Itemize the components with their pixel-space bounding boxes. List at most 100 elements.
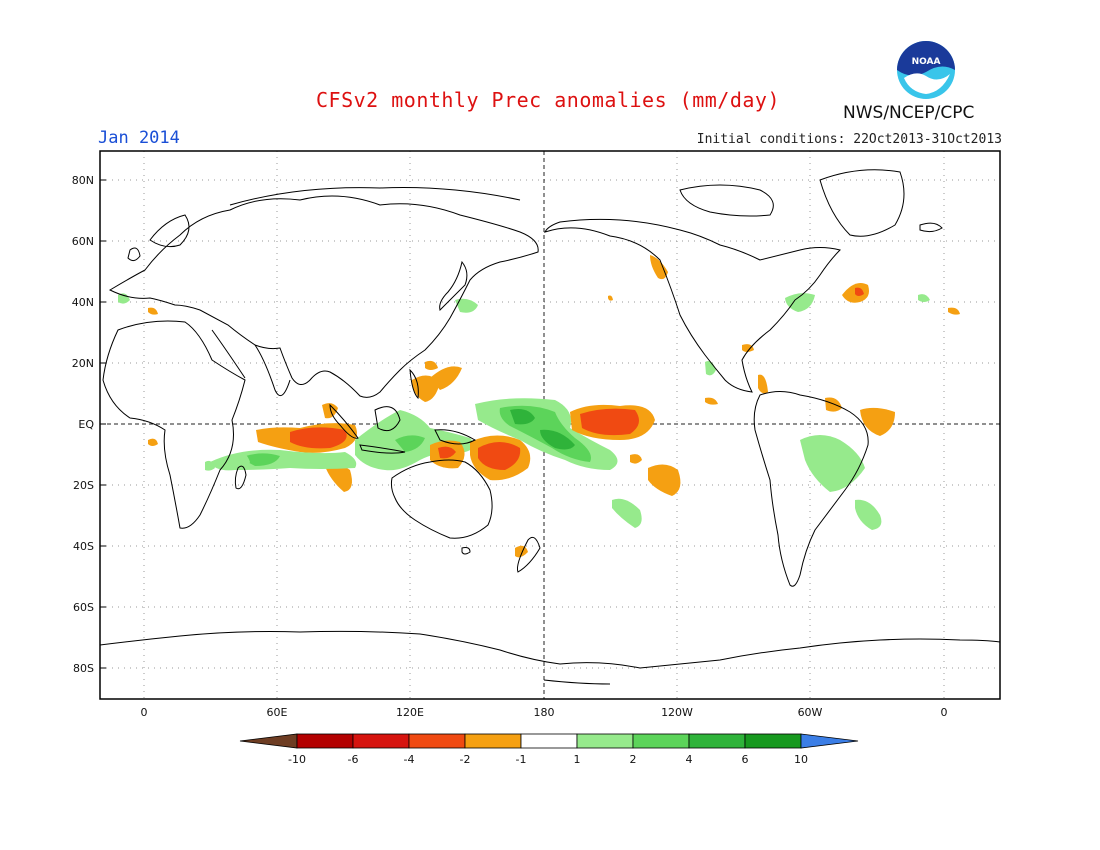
coast-antarctica-extension (543, 679, 611, 685)
anomaly-wet-south-pacific-streak (612, 498, 642, 528)
anomaly-dry-north-atlantic-core (855, 287, 864, 296)
anomaly-wet-central-pacific-core2 (540, 429, 575, 450)
anomaly-dry-tasman (515, 545, 528, 558)
anomaly-dry-atl-dot (705, 397, 718, 405)
noaa-logo-icon: NOAA (897, 41, 955, 99)
anomaly-dry-us-west-coast (650, 255, 668, 280)
coast-uk (127, 247, 141, 262)
colorbar-swatch (744, 733, 802, 749)
colorbar-label: 1 (574, 753, 581, 766)
anomaly-wet-south-indian-core (240, 453, 280, 466)
coast-africa (102, 320, 246, 529)
coast-scandinavia (149, 214, 190, 248)
colorbar-swatch (576, 733, 634, 749)
coast-new-guinea (434, 429, 477, 445)
logo-text: NOAA (912, 57, 941, 67)
lat-label: 60N (72, 235, 94, 248)
anomaly-dry-spcz-east-small (630, 454, 642, 464)
colorbar-swatch (520, 733, 578, 749)
grid-lines (100, 151, 1000, 699)
lat-label: 40S (73, 540, 94, 553)
anomaly-dry-iberia (148, 307, 158, 315)
anomaly-wet-east-us (785, 293, 815, 312)
anomaly-dry-iberia-east (948, 307, 960, 315)
anomaly-dry-coral-sea-core (478, 442, 521, 470)
map-title: CFSv2 monthly Prec anomalies (mm/day) (315, 88, 781, 112)
colorbar-swatch (296, 733, 354, 749)
anomaly-wet-maritime-core (395, 435, 425, 452)
colorbar-label: -2 (460, 753, 471, 766)
lat-label: 60S (73, 601, 94, 614)
coast-australia (390, 459, 493, 539)
anomaly-dry-tropical-atlantic (860, 407, 895, 436)
coast-japan (439, 260, 468, 311)
anomaly-patches (118, 255, 960, 558)
anomaly-wet-central-pacific-core (510, 409, 535, 425)
lon-label: 60E (267, 706, 288, 719)
anomaly-dry-philippines (412, 375, 440, 402)
colorbar-label: 10 (794, 753, 808, 766)
lon-label: 120W (661, 706, 693, 719)
lat-label: 20S (73, 479, 94, 492)
anomaly-wet-madagascar (205, 460, 215, 471)
coast-borneo (374, 406, 401, 432)
lon-label: 120E (396, 706, 424, 719)
colorbar (239, 733, 859, 749)
agency-label: NWS/NCEP/CPC (843, 103, 975, 123)
colorbar-label: -10 (288, 753, 306, 766)
anomaly-dry-indian-core (290, 427, 347, 449)
coast-eurasia (108, 195, 539, 398)
lat-labels: 80N 60N 40N 20N EQ 20S 40S 60S 80S (72, 174, 95, 675)
coast-antarctica (99, 630, 1001, 669)
coast-siberia-north (229, 187, 521, 206)
anomaly-dry-wpac-north (430, 366, 462, 390)
coast-sumatra (329, 403, 359, 439)
colorbar-label: 4 (686, 753, 693, 766)
lon-label: 0 (141, 706, 148, 719)
anomaly-dry-spcz-east (648, 464, 681, 496)
lat-ticks (100, 179, 106, 669)
lat-label: EQ (78, 418, 94, 431)
coast-india-detail (254, 344, 291, 397)
lon-label: 180 (534, 706, 555, 719)
anomaly-dry-west-atlantic-eq (825, 397, 842, 412)
coast-south-america (753, 391, 869, 587)
coast-java (359, 444, 406, 454)
lat-label: 80S (73, 662, 94, 675)
coast-iceland (919, 222, 943, 233)
anomaly-wet-mediterranean-east (918, 294, 930, 302)
colorbar-swatch (688, 733, 746, 749)
coastlines (99, 169, 1001, 685)
colorbar-label: 2 (630, 753, 637, 766)
colorbar-swatch (632, 733, 690, 749)
colorbar-labels: -10 -6 -4 -2 -1 1 2 4 6 10 (288, 753, 808, 766)
anomaly-dry-indian-south (325, 464, 352, 492)
lat-label: 40N (72, 296, 94, 309)
colorbar-label: -6 (348, 753, 359, 766)
anomaly-dry-cpac-north-core (580, 408, 639, 436)
anomaly-wet-amazon (800, 435, 865, 492)
anomaly-dry-indian-small (322, 403, 338, 419)
colorbar-label: -4 (404, 753, 415, 766)
anomaly-wet-central-america (705, 361, 716, 376)
colorbar-swatch (352, 733, 410, 749)
colorbar-label: -1 (516, 753, 527, 766)
colorbar-label: 6 (742, 753, 749, 766)
colorbar-swatch (408, 733, 466, 749)
coast-arctic-islands (679, 184, 774, 217)
anomaly-dry-east-africa (148, 438, 158, 446)
lat-label: 20N (72, 357, 94, 370)
coast-new-zealand (517, 536, 541, 573)
anomaly-dry-north-australia-core (438, 446, 456, 459)
coast-madagascar (234, 465, 247, 490)
lon-labels: 0 60E 120E 180 120W 60W 0 (141, 706, 948, 719)
anomaly-wet-south-brazil (855, 499, 882, 530)
colorbar-arrow-high (800, 733, 859, 749)
initial-conditions-label: Initial conditions: 22Oct2013-31Oct2013 (696, 132, 1002, 147)
anomaly-wet-africa-east (235, 452, 250, 470)
lon-label: 0 (941, 706, 948, 719)
lon-label: 60W (798, 706, 823, 719)
colorbar-swatch (464, 733, 522, 749)
lat-label: 80N (72, 174, 94, 187)
